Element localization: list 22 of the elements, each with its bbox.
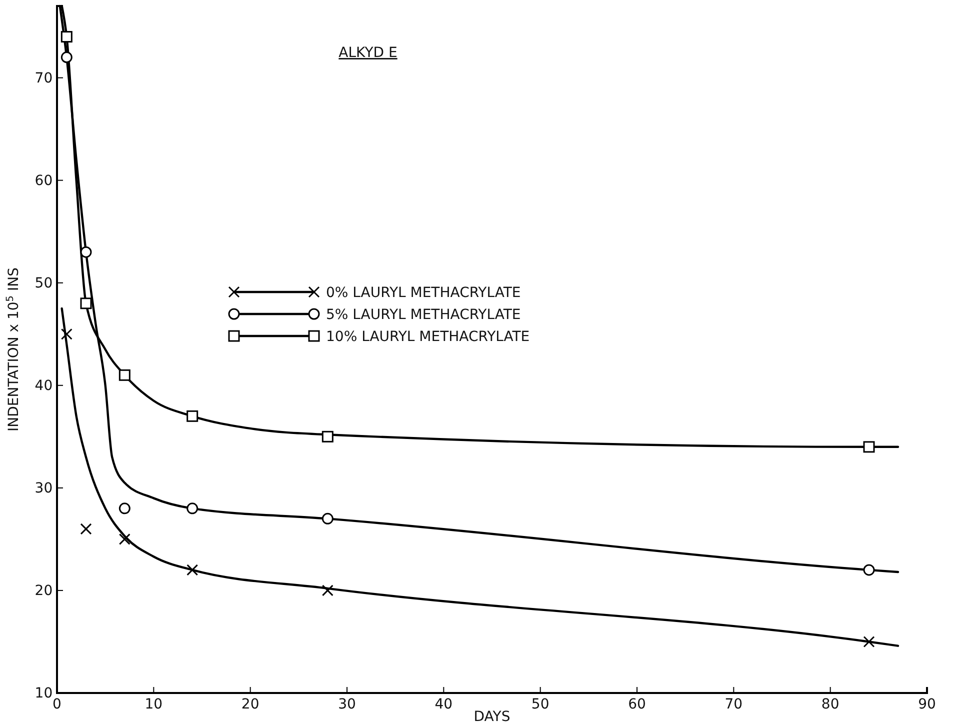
legend-label: 10% LAURYL METHACRYLATE: [326, 329, 530, 345]
x-tick-label: 80: [821, 696, 840, 713]
x-tick-label: 20: [241, 696, 260, 713]
y-tick-label: 20: [34, 582, 53, 599]
y-tick-label: 40: [34, 378, 53, 394]
x-tick-label: 50: [531, 696, 550, 713]
x-tick-label: 70: [724, 696, 743, 713]
legend-label: 5% LAURYL METHACRYLATE: [326, 307, 521, 323]
x-tick-label: 10: [144, 696, 163, 713]
y-tick-label: 10: [34, 685, 53, 702]
legend-label: 0% LAURYL METHACRYLATE: [326, 285, 521, 301]
y-tick-label: 70: [34, 70, 53, 86]
x-tick-label: 90: [918, 696, 936, 713]
text: ALKYD E: [338, 45, 398, 61]
x-tick-label: 30: [338, 696, 356, 713]
y-tick-label: 30: [34, 480, 53, 496]
x-tick-label: 0: [52, 696, 62, 713]
x-tick-label: 40: [434, 696, 453, 713]
x-axis-title: DAYS: [474, 709, 510, 723]
y-tick-label: 50: [34, 275, 53, 292]
y-tick-label: 60: [34, 172, 53, 189]
x-tick-label: 60: [628, 696, 646, 713]
